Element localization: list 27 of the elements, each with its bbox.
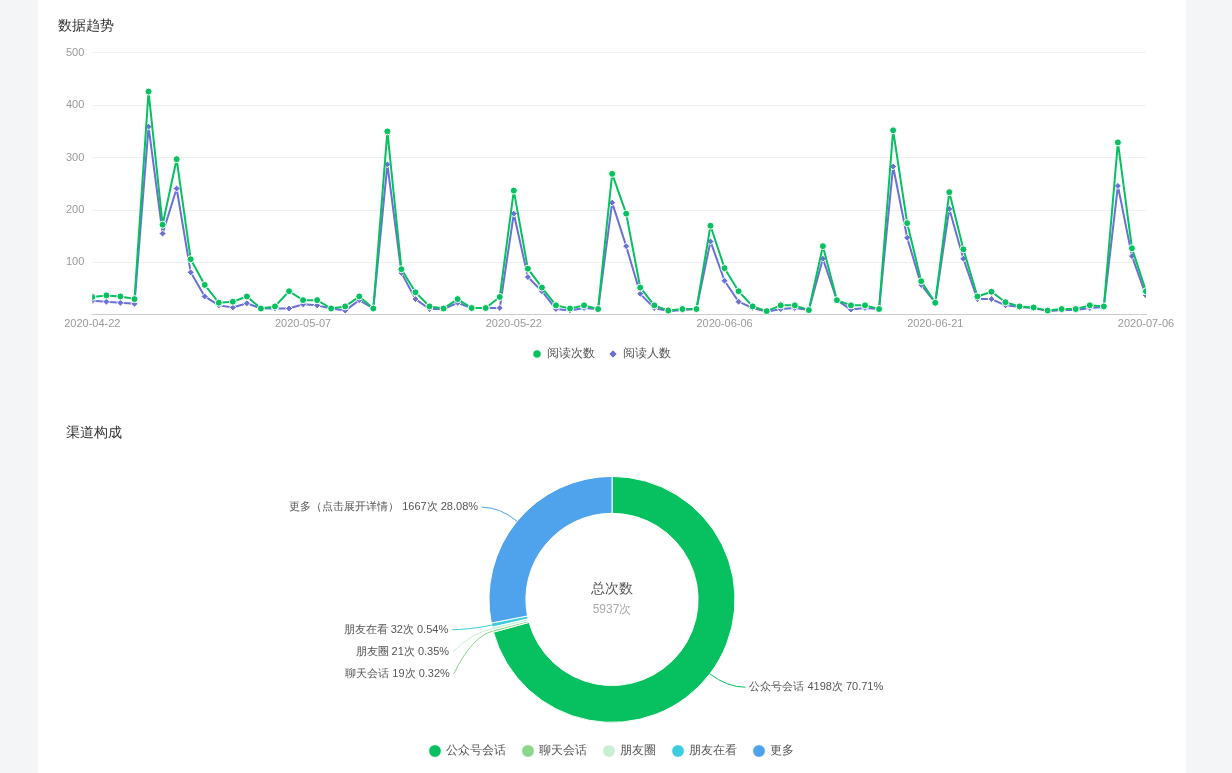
legend-label: 阅读人数 — [623, 346, 671, 361]
x-tick-label: 2020-05-07 — [274, 317, 332, 330]
y-tick-label: 400 — [65, 98, 85, 111]
text: 总次数 — [590, 580, 633, 597]
x-tick-label: 2020-04-22 — [64, 317, 121, 330]
y-tick-label: 100 — [65, 255, 85, 268]
x-tick-label: 2020-06-21 — [907, 317, 964, 330]
x-tick-label: 2020-05-22 — [485, 317, 542, 330]
x-tick-label: 2020-06-06 — [696, 317, 753, 330]
y-tick-label: 500 — [65, 45, 85, 58]
text: 5937次 — [592, 601, 632, 616]
data-label: 朋友在看 32次 0.54% — [343, 622, 449, 635]
legend-label: 公众号会话 — [445, 743, 506, 758]
legend-label: 更多 — [769, 743, 794, 758]
x-tick-label: 2020-07-06 — [1117, 317, 1175, 330]
text: 渠道构成 — [66, 424, 122, 441]
data-label: 朋友圈 21次 0.35% — [355, 644, 450, 657]
data-label: 公众号会话 4198次 70.71% — [749, 680, 884, 693]
legend-label: 朋友圈 — [619, 743, 656, 758]
legend-label: 朋友在看 — [688, 743, 737, 758]
legend-label: 聊天会话 — [538, 743, 587, 758]
data-label: 更多（点击展开详情） 1667次 28.08% — [289, 500, 479, 513]
chart-title: 数据趋势 — [58, 17, 114, 34]
y-tick-label: 200 — [65, 203, 85, 216]
y-tick-label: 300 — [65, 150, 85, 163]
legend-label: 阅读次数 — [547, 346, 595, 361]
data-label: 聊天会话 19次 0.32% — [345, 666, 451, 679]
